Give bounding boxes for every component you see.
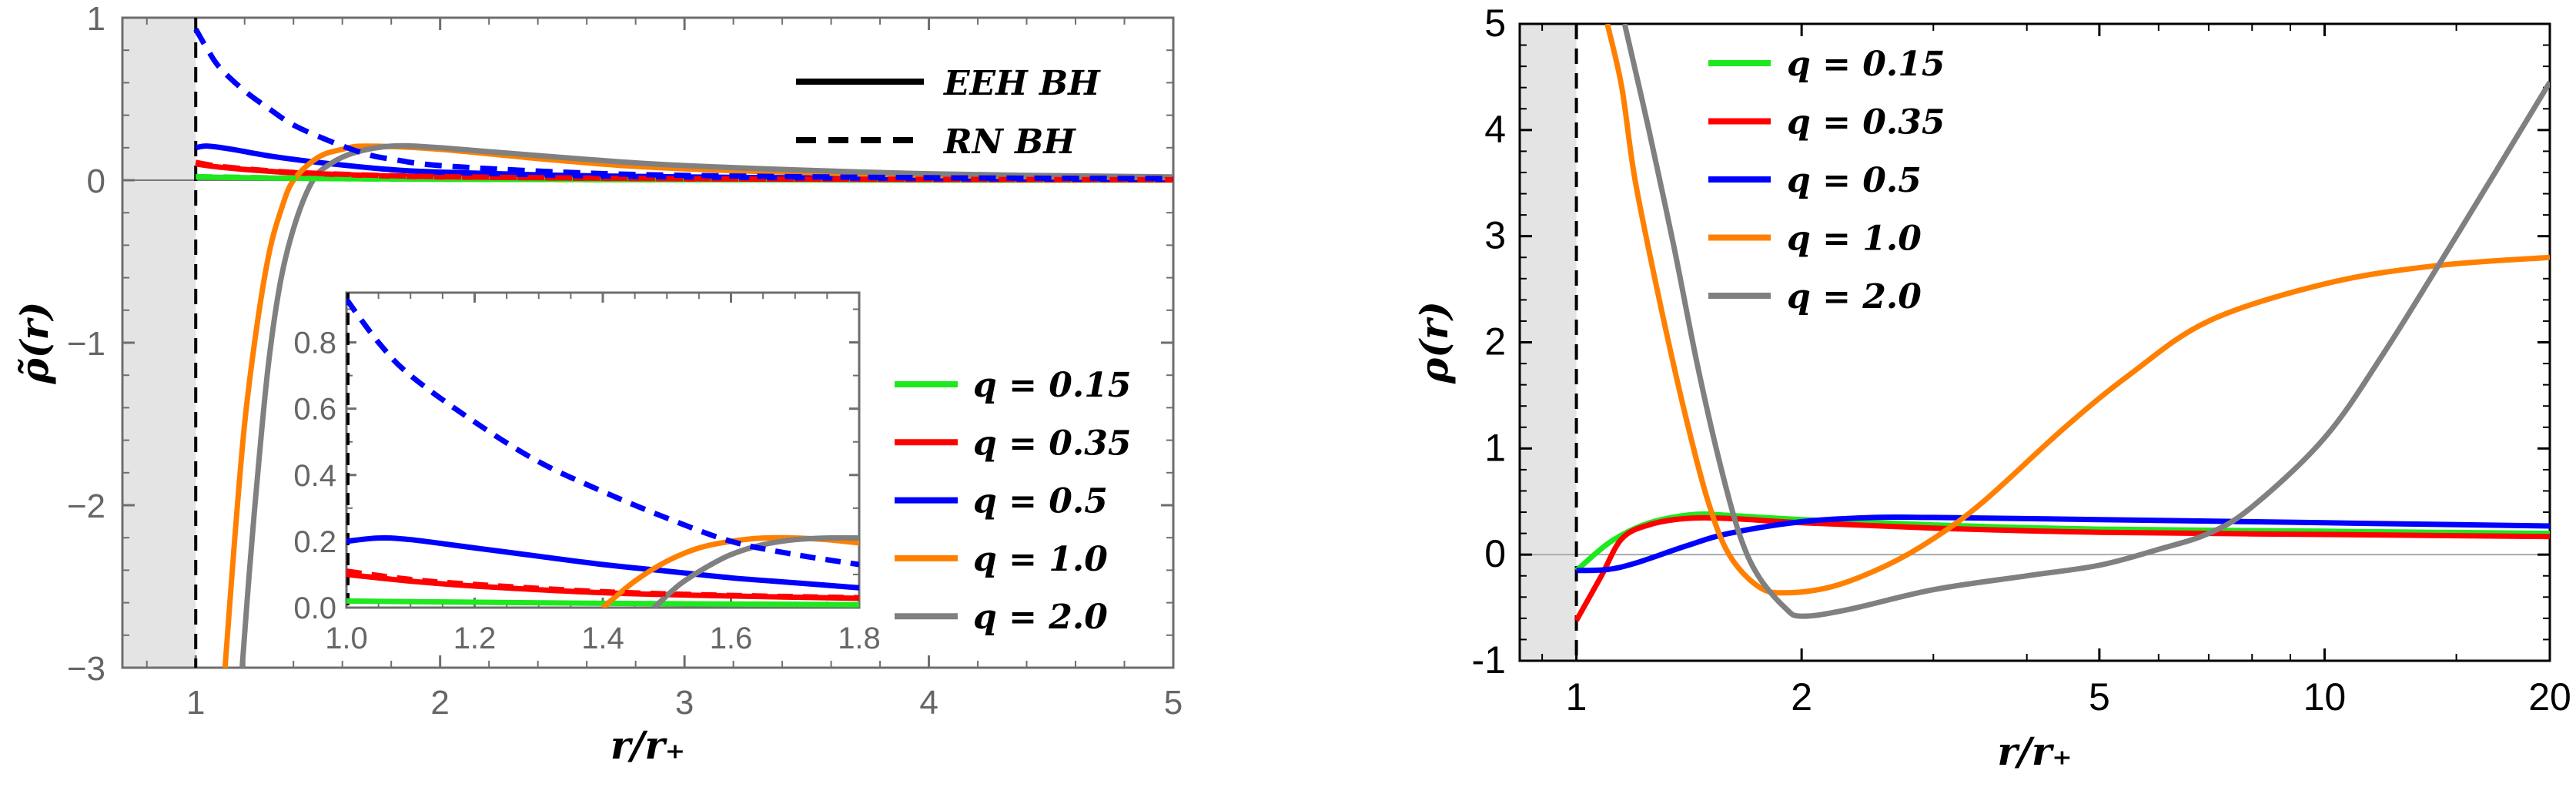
y-tick-label: −2 <box>67 487 105 525</box>
x-tick-label: 5 <box>2089 675 2110 719</box>
inset-x-tick-label: 1.6 <box>710 621 753 655</box>
y-axis-title: ρ̃(r) <box>12 302 57 385</box>
inset-background <box>346 293 859 608</box>
y-tick-label: 1 <box>87 0 105 38</box>
y-tick-label: 0 <box>87 162 105 200</box>
legend-label: q = 2.0 <box>973 598 1108 637</box>
inset-series-group <box>346 297 859 608</box>
legend-label: q = 0.5 <box>973 482 1108 521</box>
series-line-q-0_15-rn <box>196 173 1173 183</box>
inset-series-line-q-0_35-rn <box>346 568 859 601</box>
inset-y-tick-label: 0.8 <box>293 327 336 360</box>
x-tick-label: 3 <box>675 684 694 722</box>
inset-series-line-q-0_5-rn <box>346 297 859 568</box>
legend-label: RN BH <box>942 122 1076 162</box>
series-line-q-0_35 <box>1574 514 2550 622</box>
x-tick-label: 4 <box>919 684 938 722</box>
inset-chart: 1.0 1.2 1.4 1.6 1.8 0.0 0.2 0.4 0.6 0.8 <box>293 291 881 655</box>
x-tick-label: 2 <box>430 684 449 722</box>
y-tick-label: 5 <box>1484 2 1506 45</box>
x-tick-label: 10 <box>2303 675 2347 719</box>
y-tick-label: 4 <box>1484 108 1506 151</box>
legend-label: q = 2.0 <box>1787 277 1922 317</box>
right-q-legend: q = 0.15 q = 0.35 q = 0.5 q = 1.0 q = 2.0 <box>1708 45 1945 317</box>
y-tick-label: 2 <box>1484 320 1506 363</box>
inset-x-tick-label: 1.4 <box>581 621 624 655</box>
series-line-q-1_0 <box>1604 24 2550 596</box>
series-line-q-0_5-rn <box>193 27 1173 182</box>
x-axis-title: r/r₊ <box>1997 729 2072 774</box>
x-axis-title: r/r₊ <box>611 722 685 768</box>
legend-label: q = 0.35 <box>973 424 1131 463</box>
legend-label: q = 1.0 <box>1787 219 1922 259</box>
inset-x-tick-label: 1.0 <box>325 621 368 655</box>
series-line-q-2_0-eeh <box>239 142 1173 668</box>
inset-y-tick-label: 0.4 <box>293 459 336 493</box>
inset-y-tick-label: 0.2 <box>293 525 336 559</box>
inset-y-tick-label: 0.6 <box>293 393 336 427</box>
y-tick-label: −3 <box>67 650 105 688</box>
left-q-legend: q = 0.15 q = 0.35 q = 0.5 q = 1.0 q = 2.0 <box>895 366 1131 637</box>
y-tick-label: -1 <box>1472 638 1506 682</box>
legend-label: q = 0.15 <box>1787 45 1945 84</box>
line-style-legend: EEH BH RN BH <box>796 64 1101 162</box>
x-tick-label: 1 <box>1566 675 1587 719</box>
legend-label: q = 0.5 <box>1787 161 1922 200</box>
x-tick-label: 1 <box>186 684 205 722</box>
legend-label: EEH BH <box>942 64 1101 103</box>
x-tick-label: 20 <box>2528 675 2571 719</box>
series-line-q-0_5 <box>1576 514 2550 574</box>
series-line-q-0_35-rn <box>195 159 1173 183</box>
inset-x-tick-label: 1.2 <box>453 621 497 655</box>
inset-x-tick-label: 1.8 <box>838 621 881 655</box>
y-tick-label: 0 <box>1484 532 1506 575</box>
inset-y-tick-label: 0.0 <box>293 591 336 625</box>
legend-label: q = 0.35 <box>1787 103 1945 142</box>
series-line-q-2_0 <box>1621 24 2550 619</box>
inset-series-line-q-2_0-eeh <box>652 534 859 608</box>
y-tick-label: −1 <box>67 325 105 363</box>
x-tick-label: 5 <box>1164 684 1183 722</box>
x-tick-label: 2 <box>1791 675 1812 719</box>
y-axis-title: ρ(r) <box>1411 301 1457 384</box>
inset-series-line-q-0_5-eeh <box>346 534 859 591</box>
series-group <box>1574 24 2550 622</box>
legend-label: q = 1.0 <box>973 540 1108 579</box>
series-group <box>193 27 1173 668</box>
legend-label: q = 0.15 <box>973 366 1131 405</box>
plot-frame <box>1518 22 2551 662</box>
y-tick-label: 3 <box>1484 214 1506 257</box>
inset-series-line-q-0_15-eeh <box>346 598 859 608</box>
y-tick-label: 1 <box>1484 426 1506 469</box>
